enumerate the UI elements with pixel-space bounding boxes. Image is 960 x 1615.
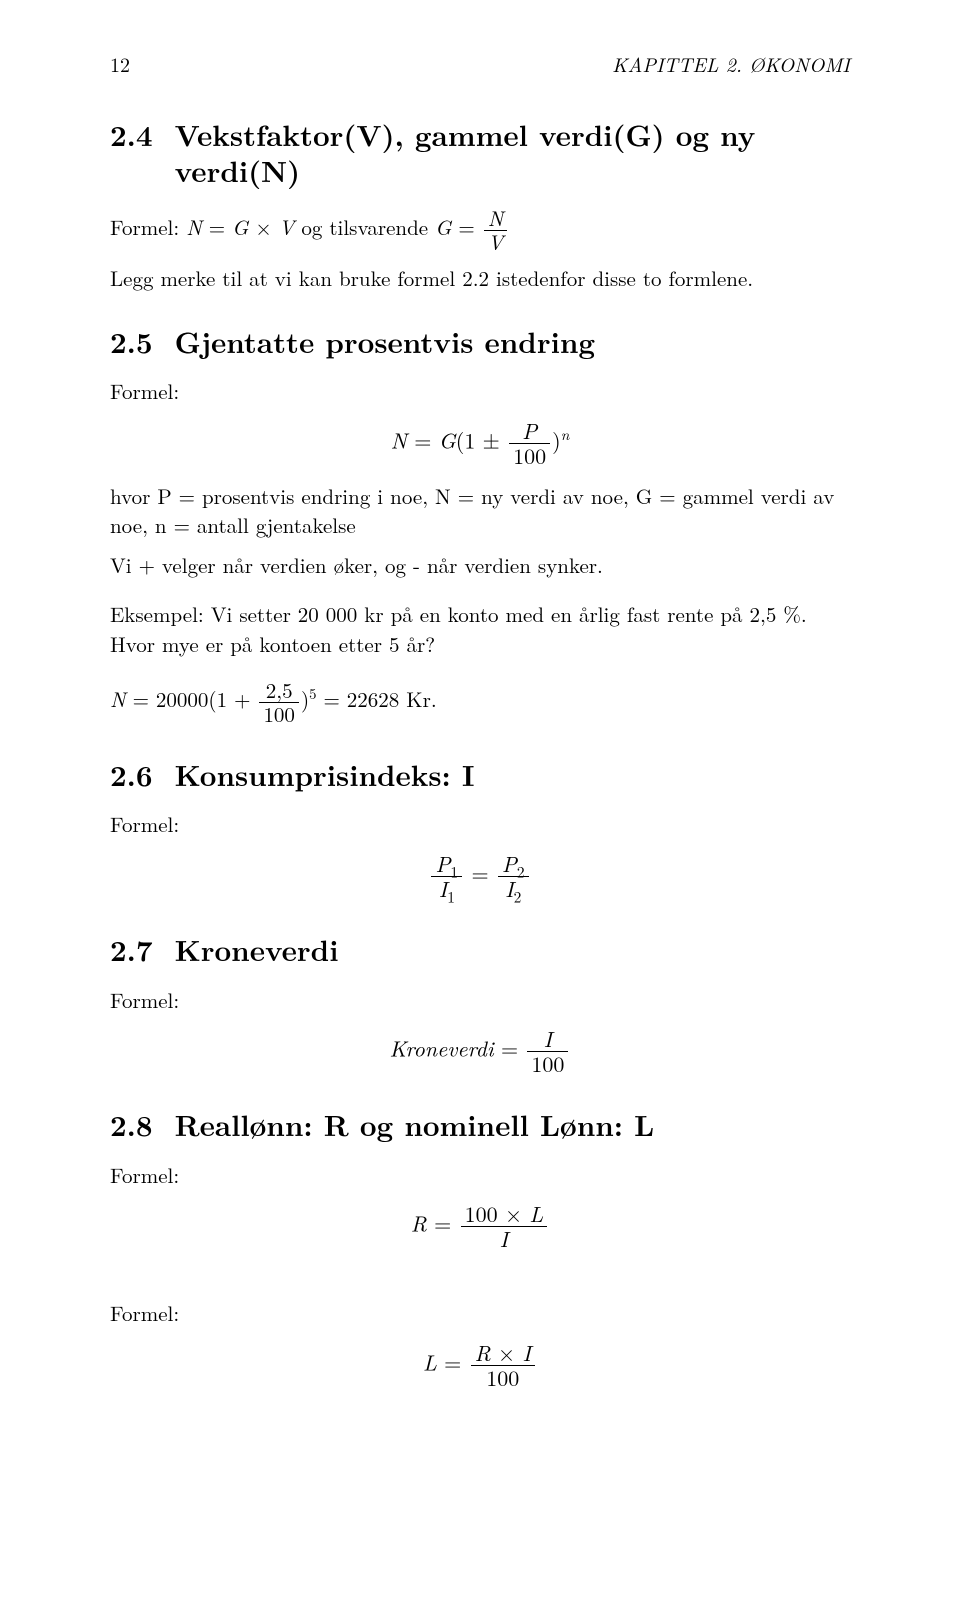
- sub1: 1: [447, 886, 455, 907]
- var-I: I: [522, 1337, 531, 1368]
- fraction-100L-I: 100 × LI: [461, 1202, 548, 1251]
- eq: =: [202, 212, 232, 242]
- formula-2-6: P1 I1 = P2 I2: [110, 852, 850, 901]
- var-L: L: [423, 1346, 437, 1377]
- section-heading: Kroneverdi: [175, 931, 850, 967]
- formel-label-2-6: Formel:: [110, 810, 850, 839]
- desc-2-5-2: Vi + velger når verdien øker, og - når v…: [110, 551, 850, 580]
- var-G: G: [439, 424, 456, 455]
- eq: =: [427, 1207, 459, 1238]
- section-number: 2.7: [110, 931, 153, 967]
- section-number: 2.4: [110, 116, 153, 189]
- note-2-4: Legg merke til at vi kan bruke formel 2.…: [110, 264, 850, 293]
- running-header: 12 KAPITTEL 2. ØKONOMI: [110, 50, 850, 78]
- formula-2-8-R: R = 100 × LI: [110, 1202, 850, 1251]
- section-2-8-title: 2.8 Reallønn: R og nominell Lønn: L: [110, 1106, 850, 1142]
- var-N: N: [186, 212, 202, 242]
- section-heading: Reallønn: R og nominell Lønn: L: [175, 1106, 850, 1142]
- example-2-5: Eksempel: Vi setter 20 000 kr på en kont…: [110, 600, 850, 659]
- fraction-2-5-100: 2,5100: [259, 679, 299, 726]
- close: ): [552, 424, 561, 455]
- exp-n: n: [561, 424, 570, 445]
- var-V: V: [279, 212, 295, 242]
- frac-den: 100: [259, 703, 299, 726]
- var-R: R: [411, 1207, 427, 1238]
- formel-label-2-7: Formel:: [110, 986, 850, 1015]
- eq: =: [494, 1032, 526, 1063]
- section-2-6-title: 2.6 Konsumprisindeks: I: [110, 756, 850, 792]
- page-number: 12: [110, 50, 130, 78]
- var-N: N: [110, 684, 126, 714]
- fraction-I-100: I100: [527, 1027, 568, 1076]
- calc-eq: = 20000(1 +: [126, 684, 258, 714]
- eq: =: [471, 857, 495, 888]
- frac-den: 100: [527, 1052, 568, 1076]
- var-L: L: [529, 1198, 543, 1229]
- fraction-P2-I2: P2 I2: [498, 852, 529, 901]
- formula-line-2-4: Formel: N = G × V og tilsvarende G = NV: [110, 207, 850, 254]
- page: 12 KAPITTEL 2. ØKONOMI 2.4 Vekstfaktor(V…: [0, 0, 960, 1615]
- num-pre: 100 ×: [465, 1198, 530, 1229]
- section-heading: Vekstfaktor(V), gammel verdi(G) og ny ve…: [175, 116, 850, 189]
- desc-2-5-1: hvor P = prosentvis endring i noe, N = n…: [110, 482, 850, 541]
- fraction-P1-I1: P1 I1: [431, 852, 462, 901]
- sub2: 2: [514, 886, 522, 907]
- calc-2-5: N = 20000(1 + 2,5100)5 = 22628 Kr.: [110, 679, 850, 726]
- section-heading: Konsumprisindeks: I: [175, 756, 850, 792]
- frac-den: V: [484, 231, 508, 254]
- section-number: 2.6: [110, 756, 153, 792]
- formel-label: Formel:: [110, 212, 179, 242]
- frac-den: 100: [471, 1366, 535, 1390]
- section-2-7-title: 2.7 Kroneverdi: [110, 931, 850, 967]
- chapter-label: KAPITTEL 2. ØKONOMI: [612, 50, 850, 78]
- section-2-4-title: 2.4 Vekstfaktor(V), gammel verdi(G) og n…: [110, 116, 850, 189]
- eq2: =: [451, 212, 481, 242]
- var-N: N: [391, 424, 407, 455]
- var-G: G: [232, 212, 248, 242]
- formula-2-7: Kroneverdi = I100: [110, 1027, 850, 1076]
- calc-close: ): [301, 684, 309, 714]
- section-heading: Gjentatte prosentvis endring: [175, 323, 850, 359]
- calc-rest: = 22628 Kr.: [316, 684, 436, 714]
- formel-label-2-8-L: Formel:: [110, 1299, 850, 1328]
- fraction-RI-100: R × I100: [471, 1341, 535, 1390]
- frac-den: 100: [509, 444, 550, 468]
- frac-den: I: [461, 1227, 548, 1251]
- formula-2-5: N = G(1 ± P100)n: [110, 419, 850, 468]
- fraction-P-100: P100: [509, 419, 550, 468]
- section-number: 2.5: [110, 323, 153, 359]
- times: ×: [248, 212, 278, 242]
- I: I: [505, 873, 514, 904]
- var-G2: G: [435, 212, 451, 242]
- formula-2-8-L: L = R × I100: [110, 1341, 850, 1390]
- fraction-N-V: NV: [484, 207, 508, 254]
- open: (1 ±: [456, 424, 507, 455]
- eq: =: [407, 424, 439, 455]
- formel-label-2-8-R: Formel:: [110, 1161, 850, 1190]
- section-number: 2.8: [110, 1106, 153, 1142]
- formel-label-2-5: Formel:: [110, 377, 850, 406]
- section-2-5-title: 2.5 Gjentatte prosentvis endring: [110, 323, 850, 359]
- kroneverdi: Kroneverdi: [390, 1032, 494, 1063]
- I: I: [439, 873, 448, 904]
- og-text: og tilsvarende: [294, 212, 435, 242]
- eq: =: [437, 1346, 469, 1377]
